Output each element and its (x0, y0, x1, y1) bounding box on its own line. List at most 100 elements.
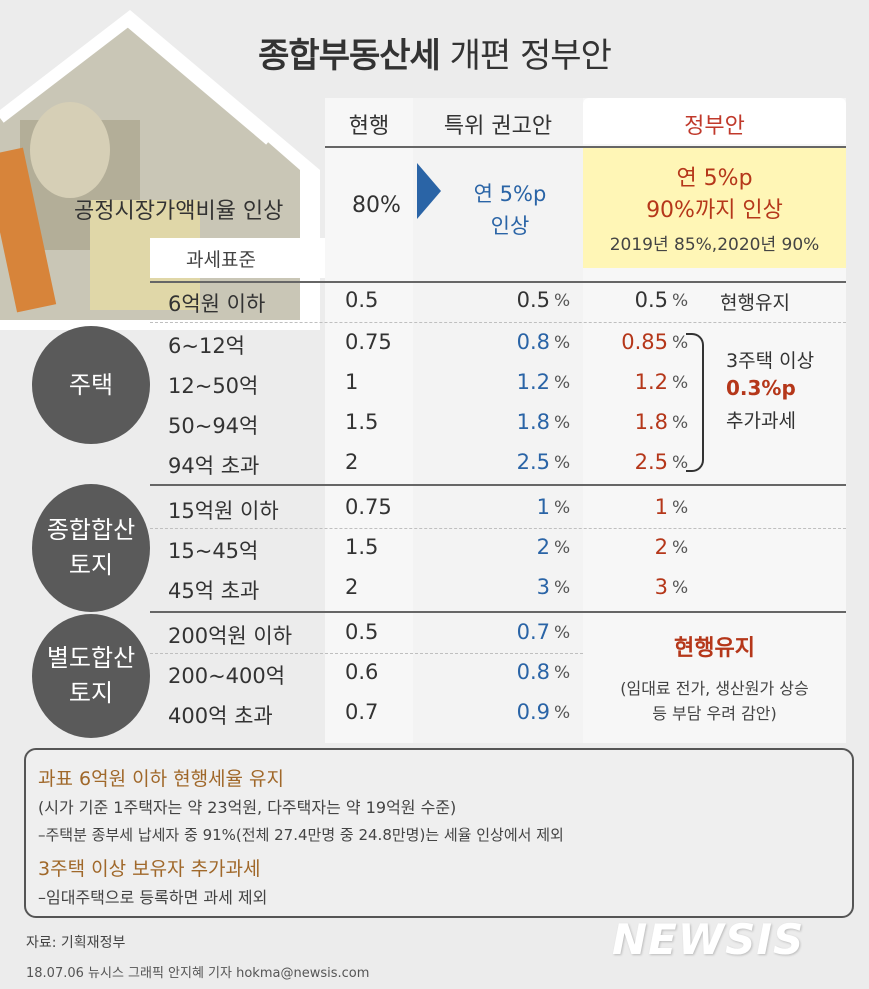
fmv-gov-line2: 90%까지 인상 (646, 198, 783, 223)
fmv-gov-line1: 연 5%p (676, 166, 753, 191)
category-land-separate: 별도합산 토지 (32, 614, 150, 738)
fmv-rec-line1: 연 5%p (473, 182, 547, 206)
housing-row4-rec: 1.8 (516, 410, 550, 434)
note-line2: (시가 기준 1주택자는 약 23억원, 다주택자는 약 19억원 수준) (38, 798, 457, 817)
land-combined-row2-gov: 2 (654, 535, 668, 559)
pct-unit: % (554, 703, 571, 723)
newsis-watermark-logo: NEWSIS (612, 915, 805, 964)
land-separate-row3-current: 0.7 (345, 700, 379, 724)
housing-row3-label: 12~50억 (168, 374, 259, 398)
land-separate-row3-label: 400억 초과 (168, 704, 273, 728)
housing-row1-current: 0.5 (345, 288, 379, 312)
pct-unit: % (672, 498, 689, 518)
pct-unit: % (672, 453, 689, 473)
land-combined-row3-rec: 3 (536, 575, 550, 599)
brace-icon (686, 333, 704, 472)
row-divider (150, 322, 846, 323)
pct-unit: % (672, 413, 689, 433)
pct-unit: % (554, 413, 571, 433)
fmv-current: 80% (352, 193, 401, 218)
recommend-column-bg (413, 98, 583, 743)
land-separate-row3-rec: 0.9 (516, 700, 550, 724)
land-combined-row1-gov: 1 (654, 495, 668, 519)
housing-row4-current: 1.5 (345, 410, 379, 434)
fmv-label: 공정시장가액비율 인상 (74, 199, 284, 224)
land-separate-row2-rec: 0.8 (516, 660, 550, 684)
header-gov: 정부안 (684, 114, 745, 139)
note-line4: 3주택 이상 보유자 추가과세 (38, 858, 261, 880)
page-title: 종합부동산세 개편 정부안 (258, 36, 612, 76)
land-combined-row2-current: 1.5 (345, 535, 379, 559)
housing-extra-2: 0.3%p (726, 376, 796, 400)
land-separate-row1-label: 200억원 이하 (168, 624, 293, 648)
land-separate-row1-current: 0.5 (345, 620, 379, 644)
land-separate-gov-reason1: (임대료 전가, 생산원가 상승 (620, 679, 809, 698)
fmv-gov-line3: 2019년 85%,2020년 90% (609, 235, 820, 255)
housing-row5-rec: 2.5 (516, 450, 550, 474)
housing-row2-rec: 0.8 (516, 330, 550, 354)
pct-unit: % (672, 538, 689, 558)
pct-unit: % (554, 333, 571, 353)
housing-row1-gov: 0.5 (634, 288, 668, 312)
header-divider (325, 146, 846, 148)
gov-highlight-box (583, 146, 846, 268)
housing-row2-gov: 0.85 (621, 330, 668, 354)
note-line1: 과표 6억원 이하 현행세율 유지 (38, 768, 285, 790)
housing-extra-3: 추가과세 (726, 410, 796, 432)
housing-row3-gov: 1.2 (634, 370, 668, 394)
category-land-combined: 종합합산 토지 (32, 484, 150, 612)
section-divider (150, 611, 846, 613)
source-text: 자료: 기획재정부 (26, 935, 126, 951)
land-separate-row2-current: 0.6 (345, 660, 379, 684)
pct-unit: % (554, 663, 571, 683)
gov-header-bg (583, 98, 846, 144)
land-separate-row1-rec: 0.7 (516, 620, 550, 644)
row-divider (150, 528, 846, 529)
pct-unit: % (672, 333, 689, 353)
housing-extra-1: 3주택 이상 (726, 350, 815, 372)
housing-row1-rec: 0.5 (516, 288, 550, 312)
land-combined-row1-current: 0.75 (345, 495, 392, 519)
housing-row1-label: 6억원 이하 (168, 292, 266, 316)
pct-unit: % (672, 578, 689, 598)
land-separate-row2-label: 200~400억 (168, 664, 286, 688)
row-divider (150, 653, 583, 654)
note-line3: –주택분 종부세 납세자 중 91%(전체 27.4만명 중 24.8만명)는 … (38, 826, 564, 844)
note-line5: –임대주택으로 등록하면 과세 제외 (38, 888, 268, 907)
tax-base-header-bg (150, 238, 325, 278)
fmv-rec-line2: 인상 (490, 214, 530, 238)
pct-unit: % (672, 373, 689, 393)
housing-row3-current: 1 (345, 370, 359, 394)
section-divider (150, 484, 846, 486)
pct-unit: % (554, 498, 571, 518)
land-combined-row2-rec: 2 (536, 535, 550, 559)
land-combined-row3-gov: 3 (654, 575, 668, 599)
housing-row5-current: 2 (345, 450, 359, 474)
notes-box: 과표 6억원 이하 현행세율 유지 (시가 기준 1주택자는 약 23억원, 다… (24, 748, 854, 918)
tax-base-header: 과세표준 (186, 249, 256, 271)
tax-base-divider (150, 281, 846, 283)
current-column-bg (325, 98, 413, 743)
header-current: 현행 (348, 114, 390, 139)
land-combined-row2-label: 15~45억 (168, 539, 259, 563)
pct-unit: % (554, 453, 571, 473)
pct-unit: % (554, 373, 571, 393)
header-recommend: 특위 권고안 (443, 114, 553, 139)
land-combined-row1-label: 15억원 이하 (168, 499, 279, 523)
housing-row5-label: 94억 초과 (168, 454, 260, 478)
land-separate-gov-reason2: 등 부담 우려 감안) (652, 704, 777, 723)
housing-row2-label: 6~12억 (168, 334, 245, 358)
land-combined-row3-label: 45억 초과 (168, 579, 260, 603)
housing-note-keep: 현행유지 (720, 292, 790, 314)
pct-unit: % (554, 538, 571, 558)
land-combined-row3-current: 2 (345, 575, 359, 599)
land-separate-gov-keep: 현행유지 (674, 636, 755, 661)
housing-row5-gov: 2.5 (634, 450, 668, 474)
category-housing: 주택 (32, 326, 150, 444)
housing-row4-gov: 1.8 (634, 410, 668, 434)
credit-text: 18.07.06 뉴시스 그래픽 안지혜 기자 hokma@newsis.com (26, 966, 370, 981)
pct-unit: % (554, 291, 571, 311)
housing-row4-label: 50~94억 (168, 414, 259, 438)
arrow-icon (417, 163, 441, 219)
pct-unit: % (554, 578, 571, 598)
